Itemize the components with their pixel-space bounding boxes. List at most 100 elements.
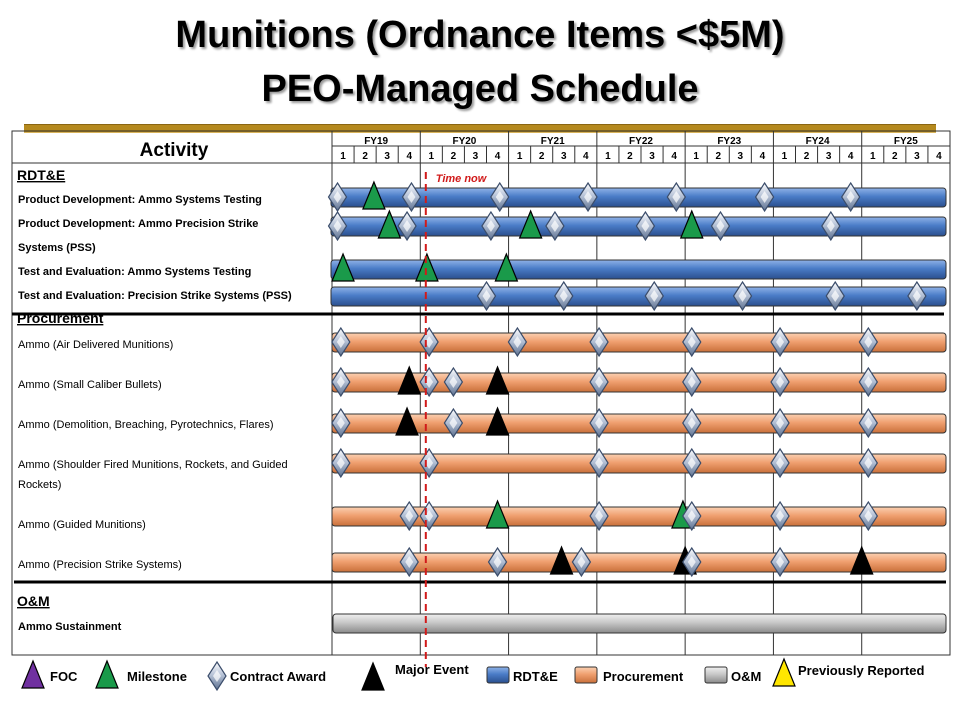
fy-label-fy21: FY21 (541, 136, 565, 147)
contract-award-marker (907, 280, 927, 312)
contract-award-marker (644, 280, 664, 312)
contract-award-marker (710, 210, 731, 242)
activity-label: Ammo (Air Delivered Munitions) (18, 339, 173, 351)
contract-award-marker (419, 326, 439, 358)
quarter-label: 2 (892, 151, 898, 162)
quarter-label: 4 (760, 151, 766, 162)
contract-award-marker (554, 280, 574, 312)
quarter-label: 3 (561, 151, 567, 162)
contract-award-marker (682, 500, 702, 532)
contract-award-marker (507, 326, 528, 358)
legend-swatch-rdte (486, 666, 510, 684)
contract-award-marker (589, 407, 609, 439)
activity-label: Ammo (Shoulder Fired Munitions, Rockets,… (18, 459, 288, 471)
contract-award-marker (589, 326, 609, 358)
quarter-label: 3 (384, 151, 390, 162)
legend-swatch-om (704, 666, 728, 684)
contract-award-marker (443, 407, 464, 439)
quarter-label: 2 (715, 151, 721, 162)
contract-award-marker (490, 181, 510, 213)
quarter-label: 4 (495, 151, 501, 162)
fy-label-fy19: FY19 (364, 136, 388, 147)
fy-label-fy24: FY24 (806, 136, 830, 147)
contract-award-marker (419, 447, 439, 479)
legend-label-procurement: Procurement (603, 669, 684, 684)
fy-label-fy23: FY23 (717, 136, 741, 147)
title-divider-rule (24, 124, 936, 133)
activity-label: Test and Evaluation: Precision Strike Sy… (18, 290, 292, 302)
time-now-label: Time now (436, 173, 488, 185)
contract-award-marker (589, 500, 609, 532)
activity-label: Ammo (Demolition, Breaching, Pyrotechnic… (18, 419, 274, 431)
schedule-bar-procurement (331, 552, 947, 573)
contract-award-marker (443, 366, 464, 398)
activity-label-continued: Systems (PSS) (18, 242, 96, 254)
quarter-label: 2 (451, 151, 457, 162)
quarter-label: 3 (473, 151, 479, 162)
quarter-label: 1 (870, 151, 876, 162)
milestone-marker (377, 209, 402, 239)
contract-award-marker (770, 447, 790, 479)
page-title-line-1: Munitions (Ordnance Items <$5M) (175, 14, 785, 56)
milestone-marker (518, 209, 543, 239)
contract-award-marker (770, 500, 790, 532)
contract-award-marker (399, 546, 419, 578)
contract-award-marker (682, 546, 702, 578)
contract-award-marker (397, 210, 417, 242)
contract-award-marker (770, 366, 790, 398)
milestone-marker (95, 659, 119, 689)
foc-marker (21, 659, 45, 689)
quarter-label: 3 (826, 151, 832, 162)
contract-award-marker (858, 500, 879, 532)
activity-header: Activity (140, 140, 209, 161)
quarter-label: 1 (517, 151, 523, 162)
contract-award-marker (858, 326, 879, 358)
contract-award-marker (682, 407, 702, 439)
activity-label: Ammo (Small Caliber Bullets) (18, 379, 162, 391)
grid-frame (11, 130, 951, 656)
section-header-rdte: RDT&E (17, 167, 65, 183)
quarter-label: 3 (914, 151, 920, 162)
fy-label-fy22: FY22 (629, 136, 653, 147)
activity-label: Ammo (Precision Strike Systems) (18, 559, 182, 571)
contract-award-marker (732, 280, 753, 312)
contract-award-marker (207, 660, 227, 692)
legend-swatch-procurement (574, 666, 598, 684)
major-event-marker (485, 365, 510, 395)
activity-label: Ammo Sustainment (18, 621, 122, 633)
contract-award-marker (545, 210, 565, 242)
contract-award-marker (682, 366, 702, 398)
milestone-marker (415, 252, 439, 282)
contract-award-marker (327, 210, 348, 242)
contract-award-marker (770, 407, 790, 439)
section-header-procurement: Procurement (17, 310, 104, 326)
quarter-label: 2 (539, 151, 545, 162)
contract-award-marker (858, 407, 879, 439)
legend-label-rdte: RDT&E (513, 669, 558, 684)
milestone-marker (362, 180, 386, 210)
contract-award-marker (578, 181, 598, 213)
activity-label: Ammo (Guided Munitions) (18, 519, 146, 531)
activity-label: Test and Evaluation: Ammo Systems Testin… (18, 266, 251, 278)
previously-reported-marker (772, 657, 796, 687)
milestone-marker (494, 252, 519, 282)
activity-label-continued: Rockets) (18, 479, 61, 491)
contract-award-marker (589, 366, 609, 398)
legend-label-milestone: Milestone (127, 669, 187, 684)
quarter-label: 1 (605, 151, 611, 162)
schedule-bar-om (332, 613, 947, 634)
activity-label: Product Development: Ammo Systems Testin… (18, 194, 262, 206)
quarter-label: 4 (406, 151, 412, 162)
major-event-marker (361, 661, 385, 691)
contract-award-marker (754, 181, 775, 213)
milestone-marker (485, 499, 510, 529)
schedule-bar-procurement (331, 506, 947, 527)
contract-award-marker (331, 407, 351, 439)
legend-label-foc: FOC (50, 669, 78, 684)
contract-award-marker (770, 326, 790, 358)
quarter-label: 2 (804, 151, 810, 162)
contract-award-marker (401, 181, 422, 213)
contract-award-marker (666, 181, 687, 213)
milestone-marker (679, 209, 704, 239)
